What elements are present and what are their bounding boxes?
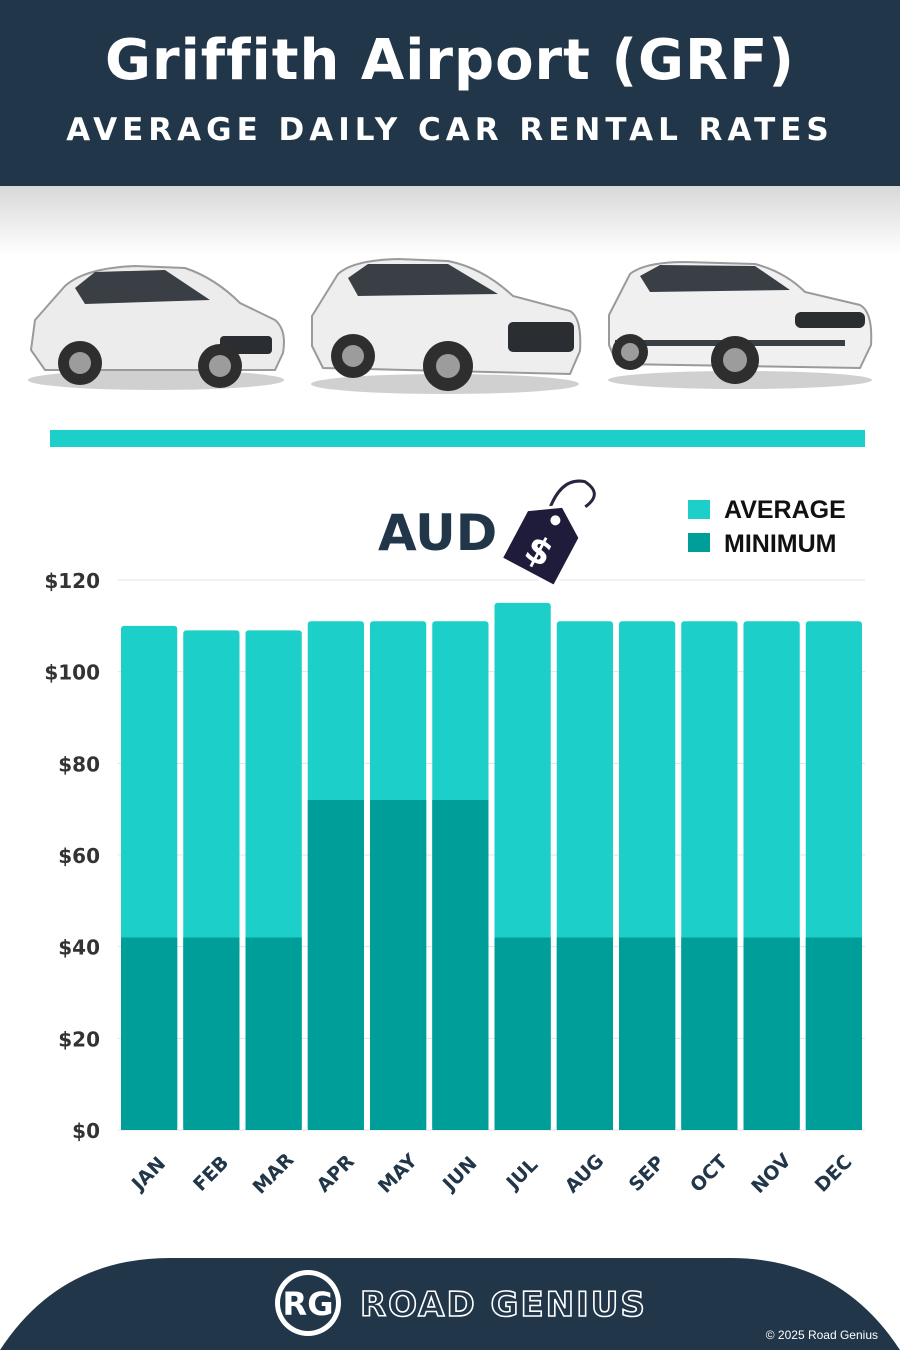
legend-label-minimum: MINIMUM: [724, 530, 836, 558]
bar-minimum-mar: [245, 937, 302, 1130]
x-tick-label: MAR: [249, 1149, 299, 1199]
bar-minimum-dec: [805, 937, 862, 1130]
bar-minimum-sep: [619, 937, 676, 1130]
y-tick-label: $60: [58, 844, 100, 868]
bar-minimum-jan: [121, 937, 178, 1130]
brand-name: ROAD GENIUS: [360, 1285, 647, 1325]
legend-label-average: AVERAGE: [724, 496, 846, 524]
x-tick-label: JUL: [501, 1154, 542, 1195]
y-tick-label: $40: [58, 936, 100, 960]
y-tick-label: $100: [44, 661, 100, 685]
y-tick-label: $120: [44, 569, 100, 593]
bar-minimum-oct: [681, 937, 738, 1130]
bar-minimum-feb: [183, 937, 240, 1130]
rental-rates-chart: $0 $20 $40 $60 $80 $100 $120 JAN FEB MAR APR MAY JU…: [44, 479, 865, 1199]
x-tick-label: AUG: [561, 1150, 608, 1197]
x-tick-label: JAN: [126, 1153, 170, 1197]
bar-minimum-nov: [743, 937, 800, 1130]
y-tick-label: $80: [58, 752, 100, 776]
legend-swatch-minimum: [688, 533, 710, 552]
bar-minimum-jun: [432, 800, 489, 1130]
suv-car-image: [311, 257, 582, 394]
footer: RG ROAD GENIUS: [0, 1258, 900, 1350]
page-title: Griffith Airport (GRF): [105, 28, 795, 93]
bar-minimum-aug: [556, 937, 613, 1130]
divider-bar: [50, 430, 865, 447]
x-tick-label: NOV: [747, 1149, 795, 1197]
header: Griffith Airport (GRF) AVERAGE DAILY CAR…: [0, 0, 900, 186]
page-subtitle: AVERAGE DAILY CAR RENTAL RATES: [66, 112, 834, 148]
car-images-banner: [0, 186, 900, 416]
luxury-suv-car-image: [608, 260, 873, 389]
x-tick-label: APR: [313, 1150, 359, 1196]
x-tick-label: JUN: [437, 1152, 481, 1196]
bar-minimum-jul: [494, 937, 551, 1130]
bar-minimum-apr: [307, 800, 364, 1130]
x-tick-label: SEP: [625, 1152, 669, 1196]
price-tag-icon: $: [499, 479, 596, 589]
road-genius-logo: RG ROAD GENIUS: [275, 1270, 647, 1336]
y-tick-label: $20: [58, 1027, 100, 1051]
x-tick-label: OCT: [686, 1151, 732, 1197]
legend-swatch-average: [688, 500, 710, 519]
bar-minimum-may: [370, 800, 427, 1130]
currency-label: AUD: [378, 504, 497, 562]
x-tick-label: DEC: [811, 1151, 857, 1197]
x-tick-label: FEB: [189, 1152, 233, 1196]
logo-mark: RG: [283, 1285, 334, 1323]
copyright-text: © 2025 Road Genius: [765, 1328, 878, 1342]
hatchback-car-image: [28, 264, 285, 390]
legend: AVERAGE MINIMUM: [688, 496, 846, 558]
x-tick-label: MAY: [374, 1150, 422, 1198]
y-tick-label: $0: [72, 1119, 100, 1143]
